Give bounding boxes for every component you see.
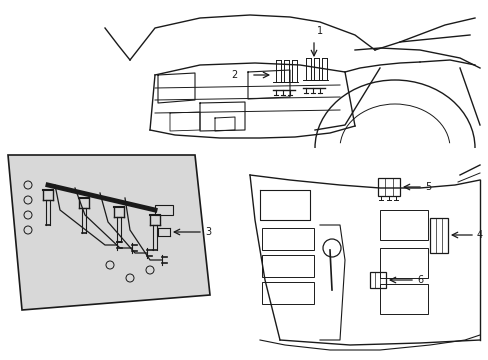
Text: 1: 1 xyxy=(316,26,323,36)
Text: 6: 6 xyxy=(416,275,422,285)
Text: 4: 4 xyxy=(476,230,482,240)
Bar xyxy=(429,218,447,253)
Bar xyxy=(262,282,313,304)
Text: 2: 2 xyxy=(231,70,238,80)
Bar xyxy=(155,205,173,215)
Bar xyxy=(262,228,313,250)
Bar xyxy=(379,248,427,278)
Bar xyxy=(379,210,427,240)
Bar xyxy=(369,272,385,288)
Circle shape xyxy=(323,239,340,257)
Bar xyxy=(262,255,313,277)
Text: 5: 5 xyxy=(424,182,430,192)
Bar xyxy=(377,178,399,196)
Polygon shape xyxy=(8,155,209,310)
Bar xyxy=(379,284,427,314)
Text: 3: 3 xyxy=(204,227,211,237)
